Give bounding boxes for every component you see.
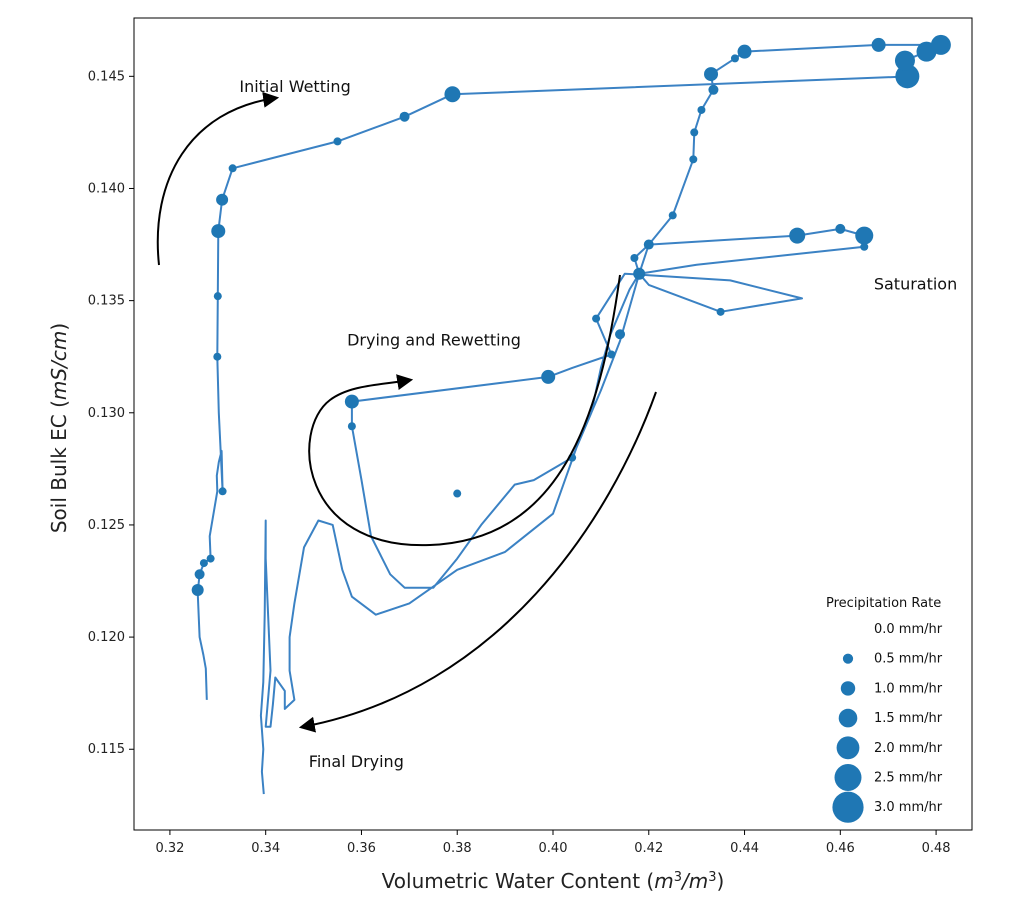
precipitation-marker <box>399 111 410 122</box>
x-tick-label: 0.42 <box>634 841 663 856</box>
precipitation-marker <box>708 84 719 95</box>
precipitation-marker <box>191 583 204 596</box>
precipitation-marker <box>218 487 227 496</box>
precipitation-marker <box>690 128 699 137</box>
legend-title: Precipitation Rate <box>826 596 941 611</box>
y-tick-label: 0.145 <box>88 69 125 84</box>
precipitation-marker <box>730 54 739 63</box>
precipitation-markers <box>191 34 951 596</box>
x-tick-label: 0.46 <box>826 841 855 856</box>
precipitation-marker <box>344 394 359 409</box>
x-axis-ticks: 0.32 0.34 0.36 0.38 0.40 0.42 0.44 0.46 0.48 <box>155 830 951 856</box>
trajectory-line <box>196 43 942 795</box>
legend-marker <box>836 736 860 760</box>
precipitation-marker <box>860 242 869 251</box>
annotation-label: Initial Wetting <box>239 77 350 96</box>
y-axis-title-main: Soil Bulk EC ( <box>47 400 71 533</box>
plot-area <box>133 17 973 831</box>
legend-entry-label: 0.0 mm/hr <box>874 622 943 637</box>
legend-marker <box>840 681 856 696</box>
x-tick-label: 0.40 <box>539 841 568 856</box>
precipitation-marker <box>607 350 616 359</box>
precipitation-marker <box>704 67 719 82</box>
legend-entry-label: 2.0 mm/hr <box>874 741 943 756</box>
initial-wetting-arrow <box>156 91 280 266</box>
precipitation-marker <box>894 50 915 71</box>
precipitation-marker <box>347 422 356 431</box>
x-axis-unit-m2: /m <box>680 869 708 893</box>
x-tick-label: 0.32 <box>155 841 184 856</box>
precipitation-marker <box>228 164 237 173</box>
legend-marker <box>842 653 854 664</box>
legend: Precipitation Rate 0.0 mm/hr 0.5 mm/hr 1.0… <box>826 596 943 823</box>
x-axis-unit-close: ) <box>717 869 725 893</box>
precipitation-marker <box>716 307 725 316</box>
y-tick-label: 0.140 <box>88 181 125 196</box>
precipitation-marker <box>895 64 920 89</box>
precipitation-marker <box>855 226 874 245</box>
precipitation-marker <box>668 211 677 220</box>
x-axis-title: Volumetric Water Content (m3/m3) <box>382 869 725 893</box>
annotation-label: Final Drying <box>309 752 404 771</box>
y-axis-ticks: 0.115 0.120 0.125 0.130 0.135 0.140 0.145 <box>88 69 134 757</box>
x-tick-label: 0.38 <box>443 841 472 856</box>
precipitation-marker <box>630 254 639 263</box>
precipitation-marker <box>333 137 342 146</box>
x-tick-label: 0.34 <box>251 841 280 856</box>
legend-entry-label: 3.0 mm/hr <box>874 800 943 815</box>
precipitation-marker <box>697 105 706 114</box>
y-tick-label: 0.115 <box>88 742 125 757</box>
annotation-label: Drying and Rewetting <box>347 330 521 349</box>
x-axis-unit-m1: m <box>654 869 673 893</box>
y-tick-label: 0.125 <box>88 518 125 533</box>
legend-entry-label: 0.5 mm/hr <box>874 652 943 667</box>
precipitation-marker <box>689 155 698 164</box>
drying-rewetting-arrow <box>308 274 621 547</box>
precipitation-marker <box>643 239 654 250</box>
precipitation-marker <box>541 369 556 384</box>
precipitation-marker <box>930 34 951 55</box>
annotations: Initial WettingSaturationSaturationDryin… <box>239 77 957 771</box>
precipitation-marker <box>737 44 752 59</box>
legend-marker <box>838 708 858 728</box>
legend-marker <box>832 791 864 823</box>
y-axis-title-close: ) <box>47 323 71 331</box>
y-tick-label: 0.130 <box>88 406 125 421</box>
precipitation-marker <box>633 267 646 280</box>
x-tick-label: 0.36 <box>347 841 376 856</box>
precipitation-marker <box>206 554 215 563</box>
precipitation-marker <box>211 224 226 239</box>
precipitation-marker <box>615 329 626 340</box>
y-axis-title: Soil Bulk EC (mS/cm) <box>47 323 71 533</box>
trajectory-series <box>196 43 942 795</box>
precipitation-marker <box>871 37 886 52</box>
x-tick-label: 0.44 <box>730 841 759 856</box>
precipitation-marker <box>453 489 462 498</box>
legend-entry-label: 2.5 mm/hr <box>874 771 943 786</box>
precipitation-marker <box>213 352 222 361</box>
legend-entry-label: 1.5 mm/hr <box>874 711 943 726</box>
precipitation-marker <box>216 193 229 206</box>
precipitation-marker <box>199 559 208 568</box>
legend-marker <box>834 764 862 791</box>
precipitation-marker <box>194 569 205 580</box>
annotation-label: Saturation <box>874 274 957 293</box>
precipitation-marker <box>592 314 601 323</box>
final-drying-arrow <box>298 391 657 733</box>
y-tick-label: 0.120 <box>88 630 125 645</box>
precipitation-marker <box>789 227 806 244</box>
precipitation-marker <box>213 292 222 301</box>
y-tick-label: 0.135 <box>88 294 125 309</box>
x-tick-label: 0.48 <box>922 841 951 856</box>
y-axis-unit: mS/cm <box>47 331 71 400</box>
legend-entry-label: 1.0 mm/hr <box>874 681 943 696</box>
precipitation-marker <box>444 86 461 103</box>
precipitation-marker <box>835 223 846 234</box>
x-axis-title-main: Volumetric Water Content ( <box>382 869 655 893</box>
